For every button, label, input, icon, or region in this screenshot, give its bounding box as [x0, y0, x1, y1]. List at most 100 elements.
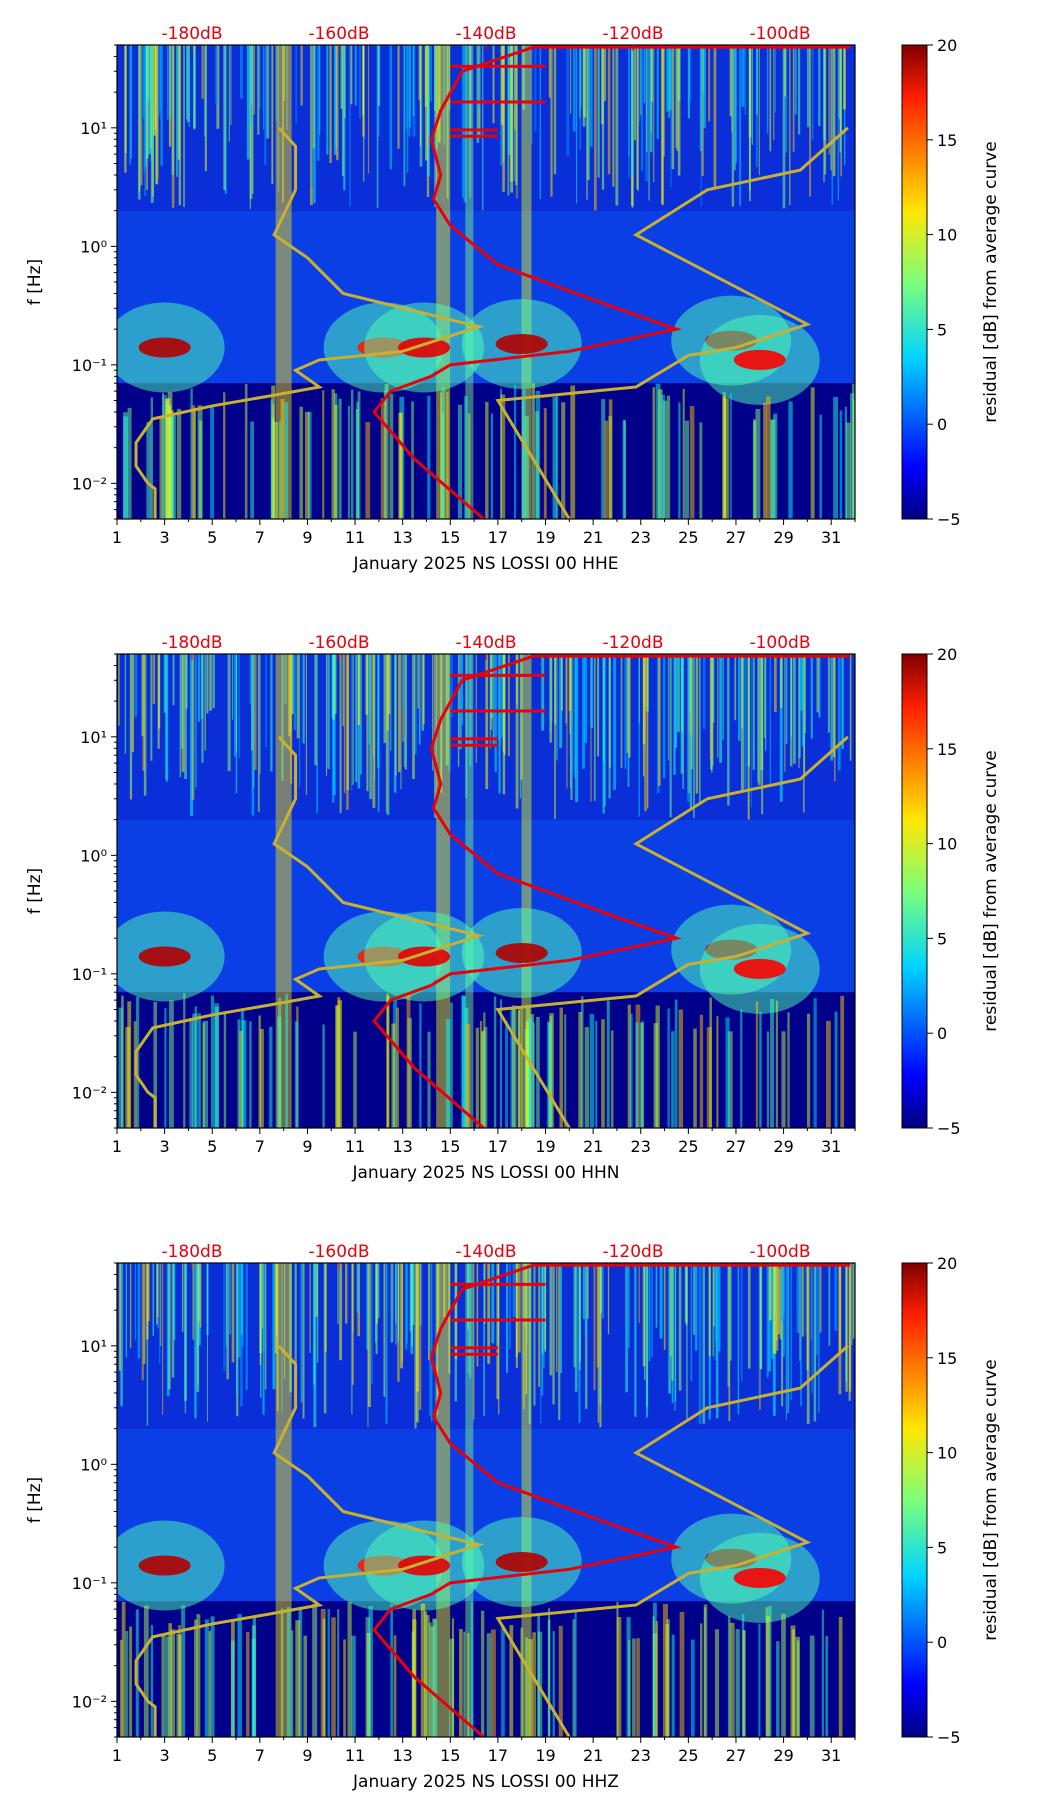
x-tick-label: 31: [821, 1746, 841, 1765]
db-tick-label: -160dB: [308, 1242, 369, 1262]
colorbar-gradient: [901, 1262, 928, 1738]
x-tick-label: 7: [255, 1137, 265, 1156]
db-tick-label: -100dB: [749, 1242, 810, 1262]
y-tick-label: 10⁰: [80, 1455, 107, 1474]
x-tick-label: 7: [255, 1746, 265, 1765]
x-tick-label: 19: [535, 1137, 555, 1156]
x-tick-label: 1: [112, 1137, 122, 1156]
colorbar-tick-label: 5: [937, 1538, 947, 1557]
x-tick-label: 29: [773, 1137, 793, 1156]
colorbar-tick-label: 5: [937, 320, 947, 339]
x-tick-label: 11: [345, 528, 365, 547]
x-tick-label: 29: [773, 528, 793, 547]
x-tick-label: 13: [392, 1746, 412, 1765]
colorbar-label: residual [dB] from average curve: [981, 750, 1001, 1031]
colorbar-tick-label: 15: [937, 1349, 957, 1368]
average-psd-curve: [372, 1263, 851, 1737]
x-tick-label: 15: [440, 1137, 460, 1156]
x-tick-label: 27: [726, 1746, 746, 1765]
x-tick-label: 9: [302, 1746, 312, 1765]
panel-hhz: 1 3 5 7 9 11 13 15 17 19 21 23 25 27 29 3110⁻²10⁻¹10⁰10…: [25, 1242, 1001, 1792]
x-tick-label: 23: [631, 1137, 651, 1156]
db-tick-label: -140dB: [455, 24, 516, 44]
colorbar-tick-label: 0: [937, 1024, 947, 1043]
colorbar-tick-label: 0: [937, 415, 947, 434]
x-axis-title: January 2025 NS LOSSI 00 HHN: [352, 1163, 620, 1183]
x-tick-label: 19: [535, 528, 555, 547]
x-tick-label: 3: [160, 1137, 170, 1156]
db-tick-label: -120dB: [602, 1242, 663, 1262]
y-tick-label: 10⁻²: [72, 1083, 107, 1102]
colorbar-tick-label: 15: [937, 740, 957, 759]
colorbar-label: residual [dB] from average curve: [981, 1359, 1001, 1640]
noise-model-low-curve: [134, 735, 485, 1128]
noise-model-high-curve: [495, 1344, 849, 1737]
average-psd-curve: [372, 45, 851, 519]
colorbar-tick-label: 10: [937, 1444, 957, 1463]
noise-model-low-curve: [134, 126, 485, 519]
colorbar-tick-label: 20: [937, 1254, 957, 1273]
x-tick-label: 5: [207, 528, 217, 547]
y-tick-label: 10¹: [80, 119, 107, 138]
colorbar-tick-label: 5: [937, 929, 947, 948]
y-tick-label: 10¹: [80, 728, 107, 747]
x-tick-label: 25: [678, 1137, 698, 1156]
colorbar-tick-label: 10: [937, 835, 957, 854]
x-tick-label: 3: [160, 1746, 170, 1765]
x-tick-label: 27: [726, 1137, 746, 1156]
average-psd-curve: [372, 654, 851, 1128]
db-tick-label: -160dB: [308, 24, 369, 44]
x-tick-label: 21: [583, 1137, 603, 1156]
spectrogram-image: [117, 45, 855, 519]
db-tick-label: -100dB: [749, 633, 810, 653]
colorbar-tick-label: −5: [937, 1119, 961, 1138]
x-tick-label: 31: [821, 528, 841, 547]
colorbar-tick-label: 10: [937, 226, 957, 245]
noise-model-high-curve: [495, 735, 849, 1128]
spectrogram-image: [117, 1263, 855, 1737]
y-tick-label: 10¹: [80, 1337, 107, 1356]
panel-hhn: 1 3 5 7 9 11 13 15 17 19 21 23 25 27 29 3110⁻²10⁻¹10⁰10…: [25, 633, 1001, 1183]
x-tick-label: 15: [440, 528, 460, 547]
y-tick-label: 10⁻¹: [72, 356, 107, 375]
db-tick-label: -160dB: [308, 633, 369, 653]
db-tick-label: -180dB: [161, 24, 222, 44]
noise-model-high-curve: [495, 126, 849, 519]
x-tick-label: 27: [726, 528, 746, 547]
colorbar: −5 0 5 10 15 20 residual [dB] from average cur…: [901, 645, 1001, 1138]
y-tick-label: 10⁻²: [72, 1692, 107, 1711]
db-tick-label: -120dB: [602, 633, 663, 653]
x-tick-label: 21: [583, 1746, 603, 1765]
y-axis-title: f [Hz]: [25, 1477, 45, 1523]
x-tick-label: 21: [583, 528, 603, 547]
colorbar: −5 0 5 10 15 20 residual [dB] from average cur…: [901, 36, 1001, 529]
colorbar-gradient: [901, 653, 928, 1129]
colorbar-tick-label: 20: [937, 645, 957, 664]
x-axis-title: January 2025 NS LOSSI 00 HHE: [352, 554, 618, 574]
x-tick-label: 13: [392, 528, 412, 547]
x-tick-label: 5: [207, 1746, 217, 1765]
colorbar: −5 0 5 10 15 20 residual [dB] from average cur…: [901, 1254, 1001, 1747]
x-tick-label: 29: [773, 1746, 793, 1765]
db-tick-label: -140dB: [455, 633, 516, 653]
panel-hhe: 1 3 5 7 9 11 13 15 17 19 21 23 25 27 29 3110⁻²10⁻¹10⁰10…: [25, 24, 1001, 574]
colorbar-tick-label: 20: [937, 36, 957, 55]
colorbar-tick-label: −5: [937, 1728, 961, 1747]
x-tick-label: 19: [535, 1746, 555, 1765]
colorbar-tick-label: 15: [937, 131, 957, 150]
spectrogram-image: [117, 654, 855, 1128]
y-axis-title: f [Hz]: [25, 259, 45, 305]
y-axis-title: f [Hz]: [25, 868, 45, 914]
colorbar-gradient: [901, 44, 928, 520]
db-tick-label: -180dB: [161, 1242, 222, 1262]
colorbar-tick-label: −5: [937, 510, 961, 529]
x-tick-label: 9: [302, 1137, 312, 1156]
y-tick-label: 10⁰: [80, 846, 107, 865]
x-tick-label: 1: [112, 528, 122, 547]
x-tick-label: 15: [440, 1746, 460, 1765]
y-tick-label: 10⁰: [80, 237, 107, 256]
x-tick-label: 17: [488, 1137, 508, 1156]
x-tick-label: 17: [488, 528, 508, 547]
x-tick-label: 31: [821, 1137, 841, 1156]
